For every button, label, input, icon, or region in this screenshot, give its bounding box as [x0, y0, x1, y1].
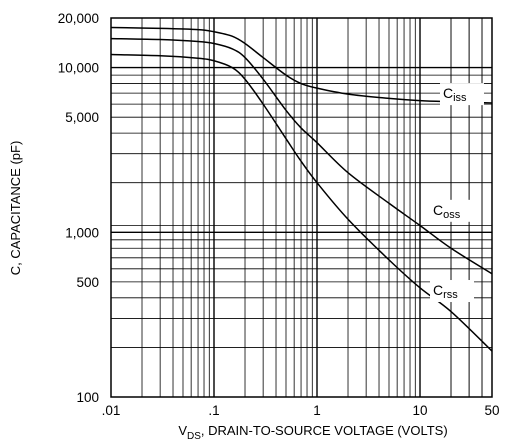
series-label-ciss: Ciss: [443, 85, 467, 104]
series-line-crss: [110, 53, 493, 352]
x-tick-label: 50: [484, 403, 499, 418]
series-layer: [110, 26, 493, 352]
y-tick-label: 20,000: [58, 11, 99, 26]
series-label-coss: Coss: [433, 202, 461, 221]
x-tick-label: 1: [313, 403, 321, 418]
series-labels: Ciss Coss Crss: [430, 83, 484, 303]
series-line-ciss: [110, 26, 493, 104]
y-tick-label: 100: [76, 390, 99, 405]
series-label-bg: [430, 280, 475, 303]
grid-lines: [111, 18, 492, 397]
x-axis-label: VDS, DRAIN-TO-SOURCE VOLTAGE (VOLTS): [178, 423, 447, 441]
y-tick-label: 500: [76, 275, 99, 290]
x-axis-label-rest: , DRAIN-TO-SOURCE VOLTAGE (VOLTS): [201, 423, 448, 438]
y-tick-label: 10,000: [58, 61, 99, 76]
x-tick-label: .1: [208, 403, 219, 418]
x-axis-label-main: V: [178, 423, 187, 438]
x-tick-label: .01: [102, 403, 121, 418]
series-line-coss: [110, 37, 493, 275]
x-tick-label: 10: [412, 403, 427, 418]
tick-labels: 100 500 1,000 5,000 10,000 20,000 .01 .1 1 10 50: [58, 11, 500, 418]
y-tick-label: 1,000: [65, 225, 99, 240]
x-axis-label-sub: DS: [187, 431, 201, 441]
y-tick-label: 5,000: [65, 110, 99, 125]
plot-frame: [110, 17, 493, 398]
series-label-crss: Crss: [433, 282, 458, 301]
series-label-bg: [439, 83, 484, 106]
y-axis-label: C, CAPACITANCE (pF): [8, 141, 23, 276]
series-label-bg: [430, 199, 475, 222]
